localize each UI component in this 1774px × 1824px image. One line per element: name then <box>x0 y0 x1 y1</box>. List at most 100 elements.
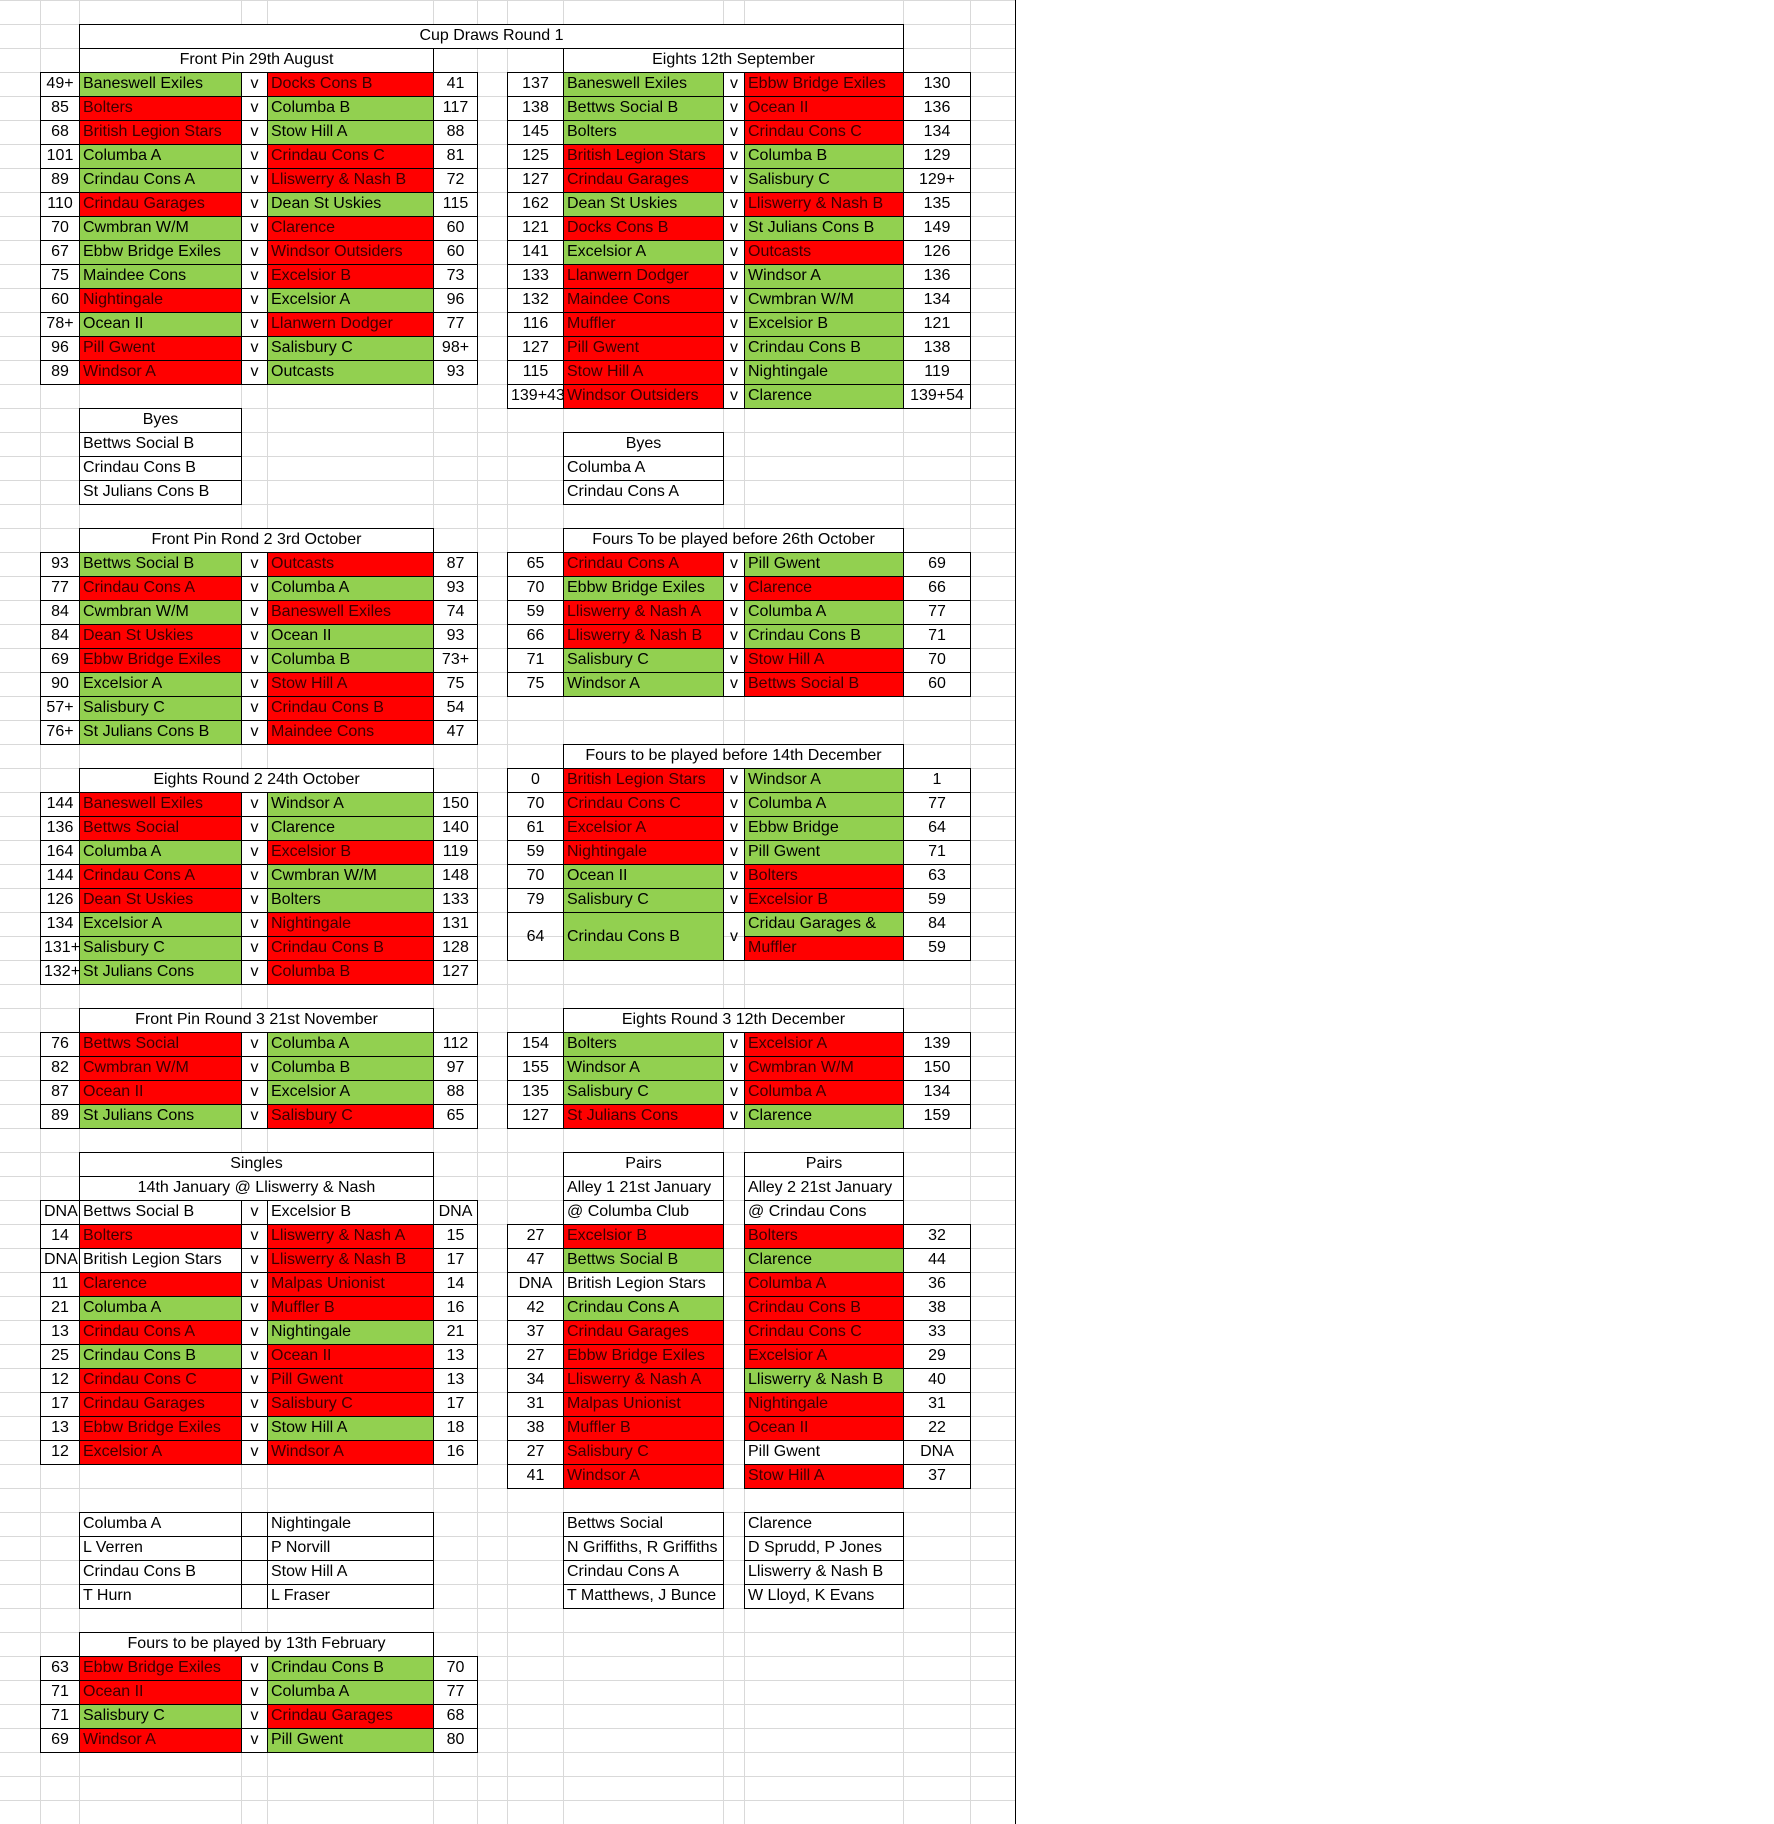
pair-team[interactable]: Nightingale <box>744 1392 904 1417</box>
right-team[interactable]: Stow Hill A <box>267 1416 434 1441</box>
right-team[interactable]: Stow Hill A <box>744 648 904 673</box>
pair-score[interactable]: 31 <box>507 1392 564 1417</box>
right-team[interactable]: Cridau Garages & <box>744 912 904 937</box>
right-score[interactable]: 68 <box>433 1704 478 1729</box>
right-score[interactable]: 66 <box>903 576 971 601</box>
left-team[interactable]: Ebbw Bridge Exiles <box>563 576 724 601</box>
left-score[interactable]: 69 <box>40 648 80 673</box>
right-team[interactable]: Ocean II <box>267 1344 434 1369</box>
right-score[interactable]: 69 <box>903 552 971 577</box>
pair-score[interactable]: 37 <box>507 1320 564 1345</box>
right-team[interactable]: Cwmbran W/M <box>744 288 904 313</box>
left-score[interactable]: 141 <box>507 240 564 265</box>
right-score[interactable]: 47 <box>433 720 478 745</box>
left-team[interactable]: Crindau Garages <box>79 192 242 217</box>
singles-final-entry[interactable]: L Fraser <box>267 1584 434 1609</box>
right-team[interactable]: Excelsior B <box>744 312 904 337</box>
left-team[interactable]: Llanwern Dodger <box>563 264 724 289</box>
right-team[interactable]: Nightingale <box>267 1320 434 1345</box>
left-team[interactable]: Crindau Cons A <box>79 1320 242 1345</box>
pair-team[interactable]: Bolters <box>744 1224 904 1249</box>
left-team[interactable]: Pill Gwent <box>79 336 242 361</box>
right-score[interactable]: 150 <box>433 792 478 817</box>
singles-final-entry[interactable]: P Norvill <box>267 1536 434 1561</box>
right-team[interactable]: Clarence <box>744 384 904 409</box>
right-team[interactable]: Clarence <box>744 1104 904 1129</box>
left-team[interactable]: Cwmbran W/M <box>79 600 242 625</box>
right-team[interactable]: Columba A <box>267 1032 434 1057</box>
singles-final-entry[interactable]: L Verren <box>79 1536 242 1561</box>
pair-score[interactable]: 41 <box>507 1464 564 1489</box>
right-score[interactable]: 59 <box>903 888 971 913</box>
bye-team[interactable]: Bettws Social B <box>79 432 242 457</box>
right-score[interactable]: 77 <box>433 1680 478 1705</box>
left-team[interactable]: Ebbw Bridge Exiles <box>79 1416 242 1441</box>
right-team[interactable]: Salisbury C <box>267 1392 434 1417</box>
left-score[interactable]: 21 <box>40 1296 80 1321</box>
pair-score[interactable]: 31 <box>903 1392 971 1417</box>
singles-final-entry[interactable]: Crindau Cons B <box>79 1560 242 1585</box>
left-team[interactable]: Maindee Cons <box>79 264 242 289</box>
right-score[interactable]: 93 <box>433 360 478 385</box>
left-team[interactable]: Crindau Cons A <box>79 576 242 601</box>
pair-team[interactable]: Crindau Garages <box>563 1320 724 1345</box>
pair-score[interactable]: 40 <box>903 1368 971 1393</box>
right-score[interactable]: 14 <box>433 1272 478 1297</box>
left-team[interactable]: Crindau Cons B <box>563 912 724 961</box>
pair-team[interactable]: Pill Gwent <box>744 1440 904 1465</box>
right-score[interactable]: 136 <box>903 96 971 121</box>
left-score[interactable]: 69 <box>40 1728 80 1753</box>
right-score[interactable]: 119 <box>903 360 971 385</box>
right-score[interactable]: 136 <box>903 264 971 289</box>
pair-score[interactable]: 34 <box>507 1368 564 1393</box>
left-score[interactable]: 89 <box>40 360 80 385</box>
right-team[interactable]: Muffler B <box>267 1296 434 1321</box>
pair-score[interactable]: 38 <box>507 1416 564 1441</box>
left-score[interactable]: 131+ <box>40 936 80 961</box>
pairs-final-entry[interactable]: T Matthews, J Bunce <box>563 1584 724 1609</box>
left-team[interactable]: British Legion Stars <box>563 768 724 793</box>
pairs-final-entry[interactable]: Lliswerry & Nash B <box>744 1560 904 1585</box>
left-team[interactable]: Ocean II <box>79 1680 242 1705</box>
right-team[interactable]: Excelsior B <box>267 840 434 865</box>
left-team[interactable]: St Julians Cons <box>79 960 242 985</box>
left-team[interactable]: St Julians Cons B <box>79 720 242 745</box>
left-team[interactable]: Bolters <box>563 120 724 145</box>
right-team[interactable]: Outcasts <box>744 240 904 265</box>
pair-team[interactable]: Excelsior A <box>744 1344 904 1369</box>
pairs-final-entry[interactable]: W Lloyd, K Evans <box>744 1584 904 1609</box>
left-score[interactable]: 139+43 <box>507 384 564 409</box>
right-score[interactable]: 140 <box>433 816 478 841</box>
left-score[interactable]: 90 <box>40 672 80 697</box>
left-team[interactable]: Salisbury C <box>563 1080 724 1105</box>
left-score[interactable]: 66 <box>507 624 564 649</box>
right-score[interactable]: 97 <box>433 1056 478 1081</box>
right-team[interactable]: Columba A <box>744 600 904 625</box>
left-team[interactable]: Windsor A <box>79 1728 242 1753</box>
pairs-final-entry[interactable]: D Sprudd, P Jones <box>744 1536 904 1561</box>
left-team[interactable]: Nightingale <box>563 840 724 865</box>
left-team[interactable]: Salisbury C <box>563 888 724 913</box>
pair-team[interactable]: Windsor A <box>563 1464 724 1489</box>
singles-final-entry[interactable]: Nightingale <box>267 1512 434 1537</box>
right-score[interactable]: 16 <box>433 1440 478 1465</box>
right-score[interactable]: 81 <box>433 144 478 169</box>
right-score[interactable]: 77 <box>903 600 971 625</box>
right-score[interactable]: 112 <box>433 1032 478 1057</box>
right-score[interactable]: 17 <box>433 1392 478 1417</box>
pairs-final-entry[interactable]: N Griffiths, R Griffiths <box>563 1536 724 1561</box>
pair-score[interactable]: 47 <box>507 1248 564 1273</box>
right-score[interactable]: 93 <box>433 624 478 649</box>
right-team[interactable]: Bolters <box>267 888 434 913</box>
left-score[interactable]: 67 <box>40 240 80 265</box>
left-team[interactable]: Crindau Cons A <box>79 864 242 889</box>
left-score[interactable]: 70 <box>40 216 80 241</box>
left-score[interactable]: 75 <box>40 264 80 289</box>
right-score[interactable]: 98+ <box>433 336 478 361</box>
right-team[interactable]: Windsor A <box>267 792 434 817</box>
left-score[interactable]: 115 <box>507 360 564 385</box>
left-score[interactable]: 11 <box>40 1272 80 1297</box>
pair-team[interactable]: Crindau Cons B <box>744 1296 904 1321</box>
right-team[interactable]: Windsor Outsiders <box>267 240 434 265</box>
right-team[interactable]: Crindau Cons B <box>267 936 434 961</box>
